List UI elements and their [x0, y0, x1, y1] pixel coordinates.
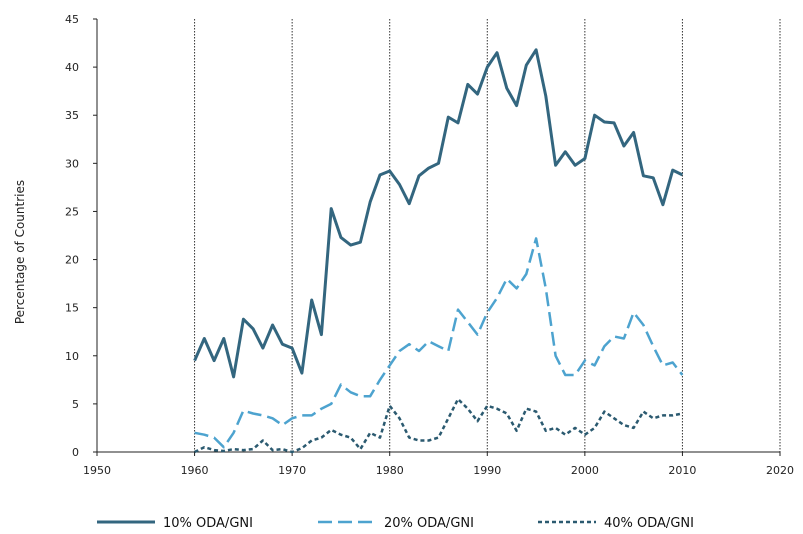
y-tick-label: 45 — [65, 13, 79, 26]
x-tick-label: 1990 — [473, 464, 501, 477]
y-tick-label: 10 — [65, 350, 79, 363]
legend-label-2: 20% ODA/GNI — [384, 516, 474, 531]
y-tick-label: 35 — [65, 109, 79, 122]
y-tick-label: 20 — [65, 254, 79, 267]
x-tick-label: 1950 — [83, 464, 111, 477]
y-tick-label: 30 — [65, 157, 79, 170]
x-tick-label: 2010 — [668, 464, 696, 477]
series-line-1 — [193, 48, 684, 379]
y-tick-label: 40 — [65, 61, 79, 74]
x-tick-label: 2020 — [766, 464, 794, 477]
x-tick-label: 1960 — [181, 464, 209, 477]
x-tick-labels: 1950 1960 1970 1980 1990 2000 2010 2020 — [83, 464, 794, 477]
x-tick-label: 2000 — [571, 464, 599, 477]
y-tick-label: 25 — [65, 205, 79, 218]
series-line-2 — [194, 237, 684, 449]
legend: 10% ODA/GNI 20% ODA/GNI 40% ODA/GNI — [97, 516, 694, 531]
x-tick-label: 1980 — [376, 464, 404, 477]
x-tick-label: 1970 — [278, 464, 306, 477]
vertical-gridlines — [194, 19, 781, 452]
y-tick-label: 15 — [65, 302, 79, 315]
y-tick-label: 0 — [72, 446, 79, 459]
series-line-3 — [194, 397, 683, 454]
y-tick-labels: 0 5 10 15 20 25 30 35 40 45 — [65, 13, 79, 459]
axes — [93, 18, 781, 456]
y-tick-label: 5 — [72, 398, 79, 411]
legend-label-1: 10% ODA/GNI — [163, 516, 253, 531]
series-lines — [193, 48, 684, 454]
y-axis-label: Percentage of Countries — [13, 180, 27, 324]
legend-label-3: 40% ODA/GNI — [604, 516, 694, 531]
